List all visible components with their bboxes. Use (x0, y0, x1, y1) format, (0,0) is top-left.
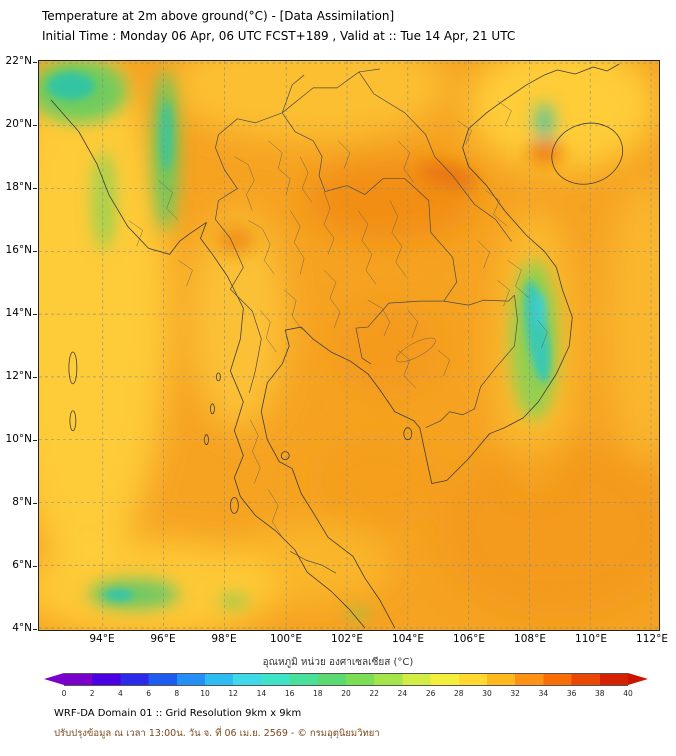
x-tick-label: 110°E (575, 633, 607, 645)
colorbar-tick: 4 (118, 689, 123, 698)
province-borders (128, 100, 548, 538)
y-tick-label: 22°N (5, 55, 38, 67)
colorbar-tick: 36 (566, 689, 577, 698)
map-canvas (38, 60, 660, 631)
x-axis: 94°E 96°E 98°E 100°E 102°E 104°E 106°E 1… (38, 633, 668, 649)
colorbar-arrow-left (44, 673, 64, 685)
heat-detail-layer (46, 71, 551, 602)
colorbar-tick: 2 (89, 689, 95, 698)
y-tick-label: 16°N (5, 244, 38, 256)
x-tick-label: 96°E (150, 633, 176, 645)
footer-update-info: ปรับปรุงข้อมูล ณ เวลา 13:00น. วัน จ. ที่… (54, 728, 380, 739)
x-tick-label: 102°E (331, 633, 363, 645)
y-tick-label: 4°N (12, 622, 37, 634)
colorbar-tick: 22 (369, 689, 379, 698)
country-borders (215, 68, 518, 574)
colorbar-tick: 26 (425, 689, 436, 698)
colorbar-ticks: 0 2 4 6 8 10 12 14 16 18 20 22 24 26 28 … (61, 689, 633, 699)
footer-domain-info: WRF-DA Domain 01 :: Grid Resolution 9km … (54, 708, 302, 719)
temperature-map-svg (39, 61, 659, 630)
colorbar-tick: 0 (61, 689, 67, 698)
y-tick-label: 8°N (12, 496, 37, 508)
x-tick-label: 108°E (514, 633, 546, 645)
colorbar (44, 673, 648, 686)
colorbar-tick: 38 (595, 689, 605, 698)
colorbar-tick: 30 (482, 689, 492, 698)
coastlines (50, 63, 623, 629)
colorbar-tick: 24 (397, 689, 408, 698)
colorbar-tick: 10 (200, 689, 210, 698)
y-tick-label: 18°N (5, 181, 38, 193)
y-tick-label: 12°N (5, 370, 38, 382)
gridlines (39, 61, 659, 630)
colorbar-label: อุณหภูมิ หน่วย องศาเซลเซียส (°C) (262, 657, 414, 668)
y-tick-label: 6°N (12, 559, 37, 571)
y-tick-label: 20°N (5, 118, 38, 130)
colorbar-arrow-right (628, 673, 648, 685)
colorbar-tick: 16 (284, 689, 295, 698)
x-tick-label: 98°E (211, 633, 237, 645)
page-title: Temperature at 2m above ground(°C) - [Da… (42, 9, 395, 23)
x-tick-label: 104°E (392, 633, 424, 645)
colorbar-tick: 34 (538, 689, 549, 698)
colorbar-tick: 18 (313, 689, 323, 698)
colorbar-tick: 8 (174, 689, 180, 698)
x-tick-label: 94°E (89, 633, 115, 645)
colorbar-tick: 32 (510, 689, 520, 698)
colorbar-gradient (64, 673, 628, 686)
colorbar-tick: 28 (454, 689, 464, 698)
colorbar-tick: 20 (341, 689, 351, 698)
colorbar-tick: 12 (228, 689, 238, 698)
page-subtitle: Initial Time : Monday 06 Apr, 06 UTC FCS… (42, 28, 516, 43)
heat-soft-layer (39, 61, 659, 630)
title-block: Temperature at 2m above ground(°C) - [Da… (42, 7, 515, 47)
y-tick-label: 14°N (5, 307, 38, 319)
colorbar-tick: 40 (623, 689, 633, 698)
colorbar-tick: 6 (146, 689, 151, 698)
y-axis: 22°N 20°N 18°N 16°N 14°N 12°N 10°N 8°N 6… (0, 55, 38, 634)
x-tick-label: 112°E (636, 633, 668, 645)
x-tick-label: 100°E (270, 633, 302, 645)
colorbar-tick: 14 (256, 689, 267, 698)
y-tick-label: 10°N (5, 433, 38, 445)
x-tick-label: 106°E (453, 633, 485, 645)
